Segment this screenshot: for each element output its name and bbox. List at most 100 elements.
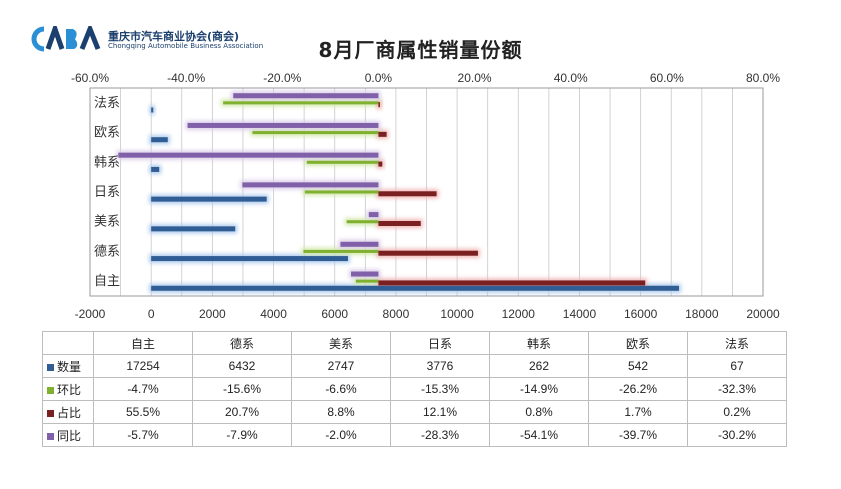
- bottom-axis-tick-label: 4000: [260, 307, 287, 321]
- table-cell: 542: [588, 354, 688, 378]
- table-cell: -2.0%: [291, 423, 391, 447]
- series-name: 数量: [57, 359, 82, 374]
- bar-数量: [151, 256, 348, 262]
- series-name: 环比: [57, 382, 82, 397]
- bar-环比: [303, 249, 379, 253]
- bar-同比: [340, 241, 379, 247]
- table-cell: -54.1%: [489, 423, 589, 447]
- association-logo: 重庆市汽车商业协会(商会) Chongqing Automobile Busin…: [30, 26, 270, 56]
- table-cell: 20.7%: [192, 400, 292, 424]
- top-axis-tick-label: -20.0%: [263, 71, 301, 85]
- table-row-header: 环比: [42, 377, 94, 401]
- bottom-axis-tick-label: 8000: [383, 307, 410, 321]
- bar-环比: [355, 279, 379, 283]
- bar-占比: [378, 102, 380, 108]
- table-cell: -7.9%: [192, 423, 292, 447]
- bottom-axis-tick-label: 18000: [685, 307, 719, 321]
- bar-占比: [378, 191, 437, 197]
- bar-环比: [346, 220, 379, 224]
- bar-同比: [368, 212, 379, 218]
- bottom-axis-tick-label: 14000: [563, 307, 597, 321]
- table-cell: 17254: [93, 354, 193, 378]
- table-cell: 0.8%: [489, 400, 589, 424]
- bar-环比: [252, 131, 379, 135]
- table-cell: 2747: [291, 354, 391, 378]
- association-name-cn: 重庆市汽车商业协会(商会): [108, 30, 240, 43]
- bottom-axis-tick-label: 10000: [440, 307, 474, 321]
- table-cell: 3776: [390, 354, 490, 378]
- legend-swatch: [47, 409, 54, 417]
- table-row-header: 同比: [42, 423, 94, 447]
- category-label: 德系: [94, 244, 120, 259]
- table-cell: -15.6%: [192, 377, 292, 401]
- bottom-axis-tick-label: 20000: [746, 307, 780, 321]
- plot-area-border: [89, 87, 764, 297]
- series-name: 同比: [57, 428, 82, 443]
- caba-logo-mark: [31, 26, 101, 52]
- bar-同比: [351, 271, 379, 277]
- table-row: 占比 55.5% 20.7% 8.8% 12.1% 0.8% 1.7% 0.2%: [42, 400, 787, 424]
- table-column-header: 日系: [390, 331, 490, 355]
- category-label: 美系: [94, 215, 120, 230]
- table-column-header: 自主: [93, 331, 193, 355]
- bottom-axis-tick-label: -2000: [75, 307, 106, 321]
- bar-同比: [118, 152, 379, 158]
- bar-同比: [187, 122, 379, 128]
- bottom-axis-tick-label: 16000: [624, 307, 658, 321]
- table-cell: 0.2%: [687, 400, 787, 424]
- bottom-axis-tick-label: 2000: [199, 307, 226, 321]
- top-axis-tick-label: 60.0%: [650, 71, 684, 85]
- bar-占比: [378, 220, 421, 226]
- series-name: 占比: [57, 405, 82, 420]
- chart-title: 8月厂商属性销量份额: [318, 38, 523, 62]
- table-row: 环比 -4.7% -15.6% -6.6% -15.3% -14.9% -26.2% -32.…: [42, 377, 787, 401]
- table-cell: 262: [489, 354, 589, 378]
- top-axis-tick-label: 80.0%: [746, 71, 780, 85]
- association-name-en: Chongqing Automobile Business Associatio…: [108, 42, 264, 50]
- table-column-header: 韩系: [489, 331, 589, 355]
- top-axis-tick-label: -40.0%: [167, 71, 205, 85]
- table-column-header: 美系: [291, 331, 391, 355]
- bar-数量: [151, 107, 154, 113]
- table-corner-cell: [42, 331, 94, 355]
- table-column-header: 欧系: [588, 331, 688, 355]
- bar-占比: [378, 250, 478, 256]
- table-cell: -6.6%: [291, 377, 391, 401]
- bar-环比: [304, 190, 379, 194]
- table-row: 数量 17254 6432 2747 3776 262 542 67: [42, 354, 787, 378]
- category-label: 法系: [94, 96, 120, 111]
- bar-占比: [378, 131, 387, 137]
- bar-占比: [378, 280, 646, 286]
- table-row: 同比 -5.7% -7.9% -2.0% -28.3% -54.1% -39.7% -30.2…: [42, 423, 787, 447]
- table-cell: -39.7%: [588, 423, 688, 447]
- table-row-header: 占比: [42, 400, 94, 424]
- top-axis-tick-label: 40.0%: [554, 71, 588, 85]
- table-cell: 8.8%: [291, 400, 391, 424]
- top-axis-tick-label: 20.0%: [458, 71, 492, 85]
- bar-数量: [151, 226, 236, 232]
- table-cell: -26.2%: [588, 377, 688, 401]
- bar-环比: [223, 101, 379, 105]
- table-header-row: 自主 德系 美系 日系 韩系 欧系 法系: [42, 331, 787, 355]
- table-cell: -4.7%: [93, 377, 193, 401]
- category-label: 自主: [94, 274, 120, 289]
- bottom-axis-tick-label: 12000: [502, 307, 536, 321]
- table-cell: -14.9%: [489, 377, 589, 401]
- bar-数量: [151, 166, 160, 172]
- legend-swatch: [47, 363, 54, 371]
- bar-占比: [378, 161, 383, 167]
- top-axis-tick-label: 0.0%: [365, 71, 393, 85]
- category-label: 欧系: [94, 126, 120, 141]
- table-cell: -15.3%: [390, 377, 490, 401]
- legend-swatch: [47, 386, 54, 394]
- table-cell: -28.3%: [390, 423, 490, 447]
- legend-swatch: [47, 432, 54, 440]
- bottom-axis-tick-label: 0: [148, 307, 155, 321]
- category-label: 日系: [94, 185, 120, 200]
- table-cell: -30.2%: [687, 423, 787, 447]
- bar-数量: [151, 137, 168, 143]
- table-cell: 6432: [192, 354, 292, 378]
- bar-同比: [242, 182, 379, 188]
- bar-同比: [233, 93, 379, 99]
